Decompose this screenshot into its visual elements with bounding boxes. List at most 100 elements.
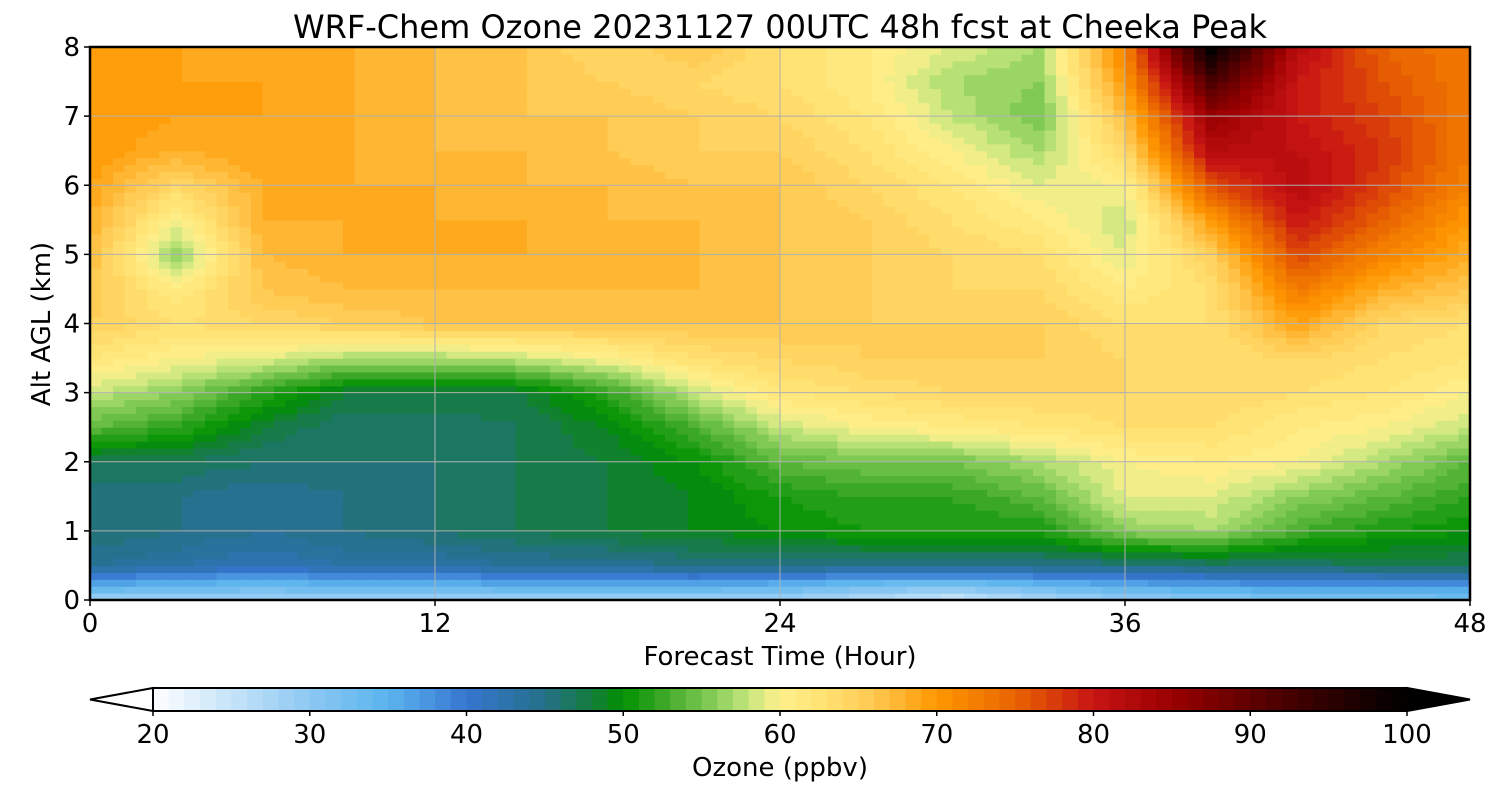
heatmap-cell (435, 399, 448, 408)
heatmap-cell (412, 489, 425, 497)
heatmap-cell (389, 316, 402, 325)
heatmap-cell (400, 579, 413, 587)
heatmap-cell (1194, 427, 1207, 435)
heatmap-cell (550, 309, 563, 318)
heatmap-cell (262, 558, 275, 567)
heatmap-cell (1274, 337, 1287, 345)
heatmap-cell (527, 441, 540, 449)
heatmap-cell (481, 337, 494, 345)
heatmap-cell (1332, 434, 1345, 442)
heatmap-cell (1412, 351, 1425, 359)
heatmap-cell (584, 517, 597, 525)
heatmap-cell (918, 337, 931, 345)
heatmap-cell (1458, 579, 1470, 587)
heatmap-cell (1102, 517, 1115, 525)
heatmap-cell (653, 316, 666, 325)
heatmap-cell (354, 565, 367, 573)
heatmap-cell (722, 447, 735, 456)
heatmap-cell (1136, 475, 1149, 484)
heatmap-cell (1033, 337, 1046, 345)
heatmap-cell (1355, 517, 1368, 525)
heatmap-cell (573, 399, 586, 408)
heatmap-cell (1320, 378, 1333, 387)
heatmap-cell (860, 496, 873, 504)
heatmap-cell (1044, 323, 1057, 332)
heatmap-cell (941, 586, 954, 594)
heatmap-cell (964, 544, 977, 553)
heatmap-cell (573, 385, 586, 394)
heatmap-cell (883, 392, 896, 401)
heatmap-cell (1378, 447, 1391, 456)
heatmap-cell (297, 537, 310, 546)
heatmap-cell (1021, 517, 1034, 525)
heatmap-cell (619, 579, 632, 587)
heatmap-cell (1079, 530, 1092, 539)
heatmap-cell (90, 489, 103, 497)
heatmap-cell (1090, 454, 1103, 463)
heatmap-cell (251, 503, 264, 511)
heatmap-cell (1194, 351, 1207, 359)
heatmap-cell (1297, 475, 1310, 484)
heatmap-cell (665, 593, 678, 600)
heatmap-cell (274, 316, 287, 325)
heatmap-cell (1412, 434, 1425, 442)
heatmap-cell (1159, 482, 1172, 490)
heatmap-cell (1171, 371, 1184, 380)
heatmap-cell (124, 544, 137, 553)
heatmap-cell (216, 475, 229, 484)
heatmap-cell (251, 406, 264, 414)
heatmap-cell (262, 482, 275, 490)
heatmap-cell (1205, 371, 1218, 380)
heatmap-cell (1010, 364, 1023, 373)
heatmap-cell (1309, 510, 1322, 518)
heatmap-cell (251, 510, 264, 518)
heatmap-cell (1171, 385, 1184, 394)
heatmap-cell (1136, 434, 1149, 442)
heatmap-cell (837, 468, 850, 477)
heatmap-cell (1309, 434, 1322, 442)
heatmap-cell (170, 461, 183, 470)
heatmap-cell (1125, 565, 1138, 573)
heatmap-cell (1217, 558, 1230, 567)
heatmap-cell (538, 330, 551, 338)
heatmap-cell (170, 330, 183, 338)
heatmap-cell (952, 593, 965, 600)
heatmap-cell (883, 441, 896, 449)
heatmap-cell (423, 558, 436, 567)
heatmap-cell (492, 482, 505, 490)
heatmap-cell (1424, 392, 1437, 401)
heatmap-cell (274, 503, 287, 511)
heatmap-cell (1056, 427, 1069, 435)
heatmap-cell (205, 392, 218, 401)
heatmap-cell (1389, 475, 1402, 484)
heatmap-cell (550, 337, 563, 345)
heatmap-cell (1113, 461, 1126, 470)
heatmap-cell (1378, 371, 1391, 380)
heatmap-cell (504, 517, 517, 525)
heatmap-cell (124, 427, 137, 435)
heatmap-cell (1412, 344, 1425, 352)
heatmap-cell (170, 530, 183, 539)
heatmap-cell (527, 572, 540, 580)
heatmap-cell (688, 344, 701, 352)
heatmap-cell (1263, 530, 1276, 539)
heatmap-cell (1458, 385, 1470, 394)
heatmap-cell (216, 399, 229, 408)
heatmap-cell (527, 337, 540, 345)
heatmap-cell (458, 489, 471, 497)
heatmap-cell (285, 399, 298, 408)
heatmap-cell (1447, 441, 1460, 449)
heatmap-cell (630, 385, 643, 394)
heatmap-cell (711, 468, 724, 477)
heatmap-cell (504, 385, 517, 394)
heatmap-cell (1136, 385, 1149, 394)
heatmap-cell (170, 537, 183, 546)
heatmap-cell (389, 593, 402, 600)
heatmap-cell (826, 461, 839, 470)
heatmap-cell (676, 517, 689, 525)
heatmap-cell (1286, 330, 1299, 338)
heatmap-cell (1113, 454, 1126, 463)
heatmap-cell (159, 309, 172, 318)
heatmap-cell (136, 309, 149, 318)
heatmap-cell (1297, 496, 1310, 504)
